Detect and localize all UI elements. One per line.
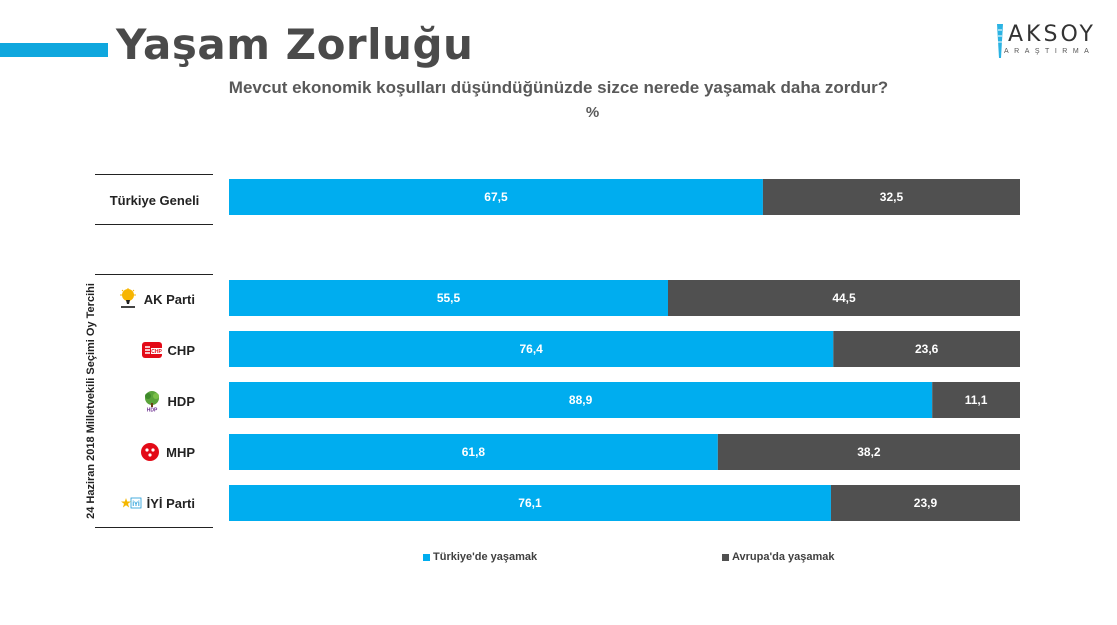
separator-line	[95, 527, 213, 528]
data-label-europe-hdp: 11,1	[965, 393, 988, 407]
bar-turkey-ak-parti	[229, 280, 669, 316]
legend-swatch-europe	[722, 553, 729, 561]
data-label-turkey-turkiye-geneli: 67,5	[484, 190, 508, 204]
row-label-hdp: HDP HDP	[96, 383, 213, 419]
chart-unit: %	[585, 104, 600, 121]
data-label-europe-ak-parti: 44,5	[832, 291, 856, 305]
hdp-logo-icon: HDP	[144, 391, 159, 413]
iyi-logo-icon: İYİ	[120, 497, 141, 509]
bar-europe-turkiye-geneli	[762, 179, 1020, 215]
page-title: Yaşam Zorluğu	[116, 20, 474, 69]
row-label-text: HDP	[167, 393, 195, 409]
data-label-europe-iyi-parti: 23,9	[914, 496, 938, 510]
data-label-europe-mhp: 38,2	[857, 445, 881, 459]
data-label-europe-turkiye-geneli: 32,5	[880, 190, 904, 204]
row-label-text: Türkiye Geneli	[109, 192, 200, 208]
logo-text: AKSOY	[1008, 22, 1096, 47]
data-label-turkey-iyi-parti: 76,1	[518, 496, 542, 510]
row-label-text: İYİ Parti	[146, 495, 195, 511]
bar-turkey-turkiye-geneli	[229, 179, 763, 215]
data-label-turkey-mhp: 61,8	[462, 445, 486, 459]
data-label-turkey-ak-parti: 55,5	[437, 291, 461, 305]
data-label-turkey-chp: 76,4	[519, 342, 543, 356]
legend-item-europe: Avrupa'da yaşamak	[722, 551, 835, 563]
aksoy-logo: AKSOY ARAŞTIRMA	[996, 22, 1102, 62]
bar-turkey-chp	[229, 331, 834, 367]
bar-turkey-hdp	[229, 382, 933, 418]
row-label-chp: CHP CHP	[96, 332, 213, 368]
legend-label-turkey: Türkiye'de yaşamak	[433, 551, 538, 563]
akp-logo-icon	[119, 288, 136, 308]
row-label-mhp: MHP	[96, 434, 213, 470]
legend-swatch-turkey	[423, 553, 430, 561]
svg-text:CHP: CHP	[151, 349, 162, 355]
chart-question: Mevcut ekonomik koşulları düşündüğünüzde…	[228, 78, 889, 97]
data-label-europe-chp: 23,6	[915, 342, 939, 356]
data-label-turkey-hdp: 88,9	[569, 393, 593, 407]
bar-europe-hdp	[932, 382, 1020, 418]
separator-line	[95, 174, 213, 175]
legend-item-turkey: Türkiye'de yaşamak	[423, 551, 537, 563]
logo-subtext: ARAŞTIRMA	[1004, 48, 1095, 55]
row-label-turkiye-geneli: Türkiye Geneli	[96, 182, 213, 218]
bar-europe-iyi-parti	[830, 485, 1020, 521]
svg-text:HDP: HDP	[146, 408, 157, 413]
chp-logo-icon: CHP	[141, 342, 162, 358]
row-label-ak-parti: AK Parti	[96, 281, 213, 317]
bar-europe-mhp	[717, 434, 1020, 470]
row-label-text: CHP	[167, 342, 195, 358]
separator-line	[95, 224, 213, 225]
separator-line	[95, 274, 213, 275]
title-accent-bar	[0, 43, 108, 57]
bar-europe-ak-parti	[668, 280, 1020, 316]
bar-turkey-iyi-parti	[229, 485, 831, 521]
row-label-text: MHP	[166, 444, 195, 460]
mhp-logo-icon	[141, 443, 160, 461]
bar-europe-chp	[833, 331, 1020, 367]
row-label-iyi-parti: İYİ İYİ Parti	[96, 485, 213, 521]
row-label-text: AK Parti	[143, 291, 195, 307]
svg-text:İYİ: İYİ	[132, 501, 140, 508]
bar-turkey-mhp	[229, 434, 718, 470]
logo-mark-icon	[997, 24, 1003, 58]
legend-label-europe: Avrupa'da yaşamak	[732, 551, 835, 563]
